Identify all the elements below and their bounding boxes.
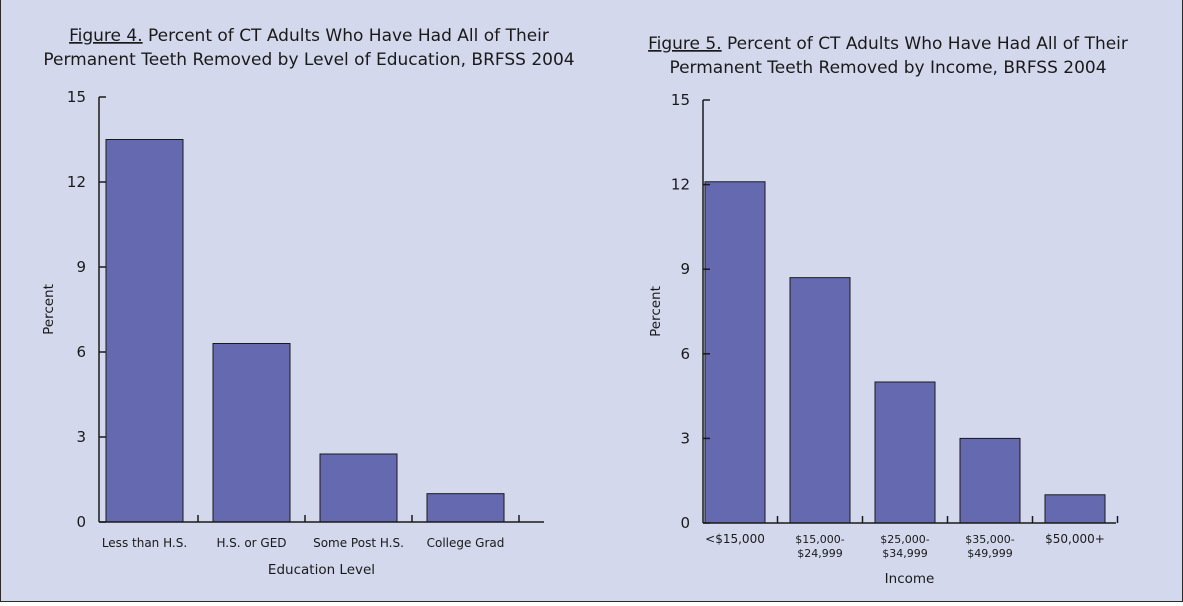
x-tick-label-line: <$15,000 bbox=[705, 532, 765, 546]
y-tick-label: 12 bbox=[67, 173, 86, 191]
chart-1: Figure 4. Percent of CT Adults Who Have … bbox=[41, 26, 575, 578]
x-tick-label: H.S. or GED bbox=[216, 536, 286, 550]
chart-title-line2: Permanent Teeth Removed by Income, BRFSS… bbox=[669, 58, 1106, 78]
bar bbox=[105, 139, 184, 523]
chart-title: Figure 5. Percent of CT Adults Who Have … bbox=[648, 34, 1128, 54]
bar bbox=[319, 453, 398, 523]
y-tick-label: 15 bbox=[67, 88, 86, 106]
bar bbox=[789, 277, 851, 524]
x-tick-label: <$15,000 bbox=[705, 532, 765, 546]
x-tick-label-line: Less than H.S. bbox=[102, 536, 187, 550]
chart-title: Figure 4. Percent of CT Adults Who Have … bbox=[69, 26, 549, 46]
bar bbox=[1044, 494, 1106, 524]
y-axis-label: Percent bbox=[648, 286, 664, 337]
chart-title-line2: Permanent Teeth Removed by Level of Educ… bbox=[43, 50, 574, 70]
y-tick-label: 9 bbox=[680, 260, 690, 278]
bar bbox=[426, 493, 505, 523]
chart-2: Figure 5. Percent of CT Adults Who Have … bbox=[648, 34, 1128, 587]
x-tick-label-line: $50,000+ bbox=[1045, 532, 1105, 546]
x-tick-label: College Grad bbox=[427, 536, 505, 550]
x-tick-label: $35,000-$49,999 bbox=[965, 533, 1014, 560]
y-axis-label: Percent bbox=[41, 284, 57, 335]
bar bbox=[959, 437, 1021, 524]
y-tick-label: 6 bbox=[76, 343, 86, 361]
x-tick-label: $15,000-$24,999 bbox=[795, 533, 844, 560]
x-tick-label-line: $34,999 bbox=[882, 547, 928, 560]
y-tick-label: 0 bbox=[680, 514, 690, 532]
x-axis-label: Income bbox=[885, 571, 935, 587]
x-tick-label-line: $15,000- bbox=[795, 533, 844, 546]
y-tick-label: 15 bbox=[671, 91, 690, 109]
figure-number: Figure 4. bbox=[69, 26, 143, 46]
chart-title-line1: Percent of CT Adults Who Have Had All of… bbox=[143, 26, 549, 46]
figure-number: Figure 5. bbox=[648, 34, 722, 54]
y-tick-label: 3 bbox=[680, 429, 690, 447]
bar bbox=[874, 381, 936, 524]
y-tick-label: 12 bbox=[671, 176, 690, 194]
x-tick-label: $50,000+ bbox=[1045, 532, 1105, 546]
bar bbox=[704, 181, 766, 524]
x-tick-label-line: $24,999 bbox=[797, 547, 843, 560]
x-tick-label: $25,000-$34,999 bbox=[880, 533, 929, 560]
x-tick-label: Some Post H.S. bbox=[313, 536, 404, 550]
chart-title-line1: Percent of CT Adults Who Have Had All of… bbox=[722, 34, 1128, 54]
x-tick-label-line: H.S. or GED bbox=[216, 536, 286, 550]
x-tick-label-line: College Grad bbox=[427, 536, 505, 550]
y-tick-label: 9 bbox=[76, 258, 86, 276]
y-tick-label: 0 bbox=[76, 513, 86, 531]
x-tick-label-line: $49,999 bbox=[967, 547, 1013, 560]
y-tick-label: 3 bbox=[76, 428, 86, 446]
x-tick-label: Less than H.S. bbox=[102, 536, 187, 550]
x-tick-label-line: Some Post H.S. bbox=[313, 536, 404, 550]
x-tick-label-line: $35,000- bbox=[965, 533, 1014, 546]
bar bbox=[212, 343, 291, 523]
x-tick-label-line: $25,000- bbox=[880, 533, 929, 546]
x-axis-label: Education Level bbox=[268, 562, 375, 578]
y-tick-label: 6 bbox=[680, 345, 690, 363]
